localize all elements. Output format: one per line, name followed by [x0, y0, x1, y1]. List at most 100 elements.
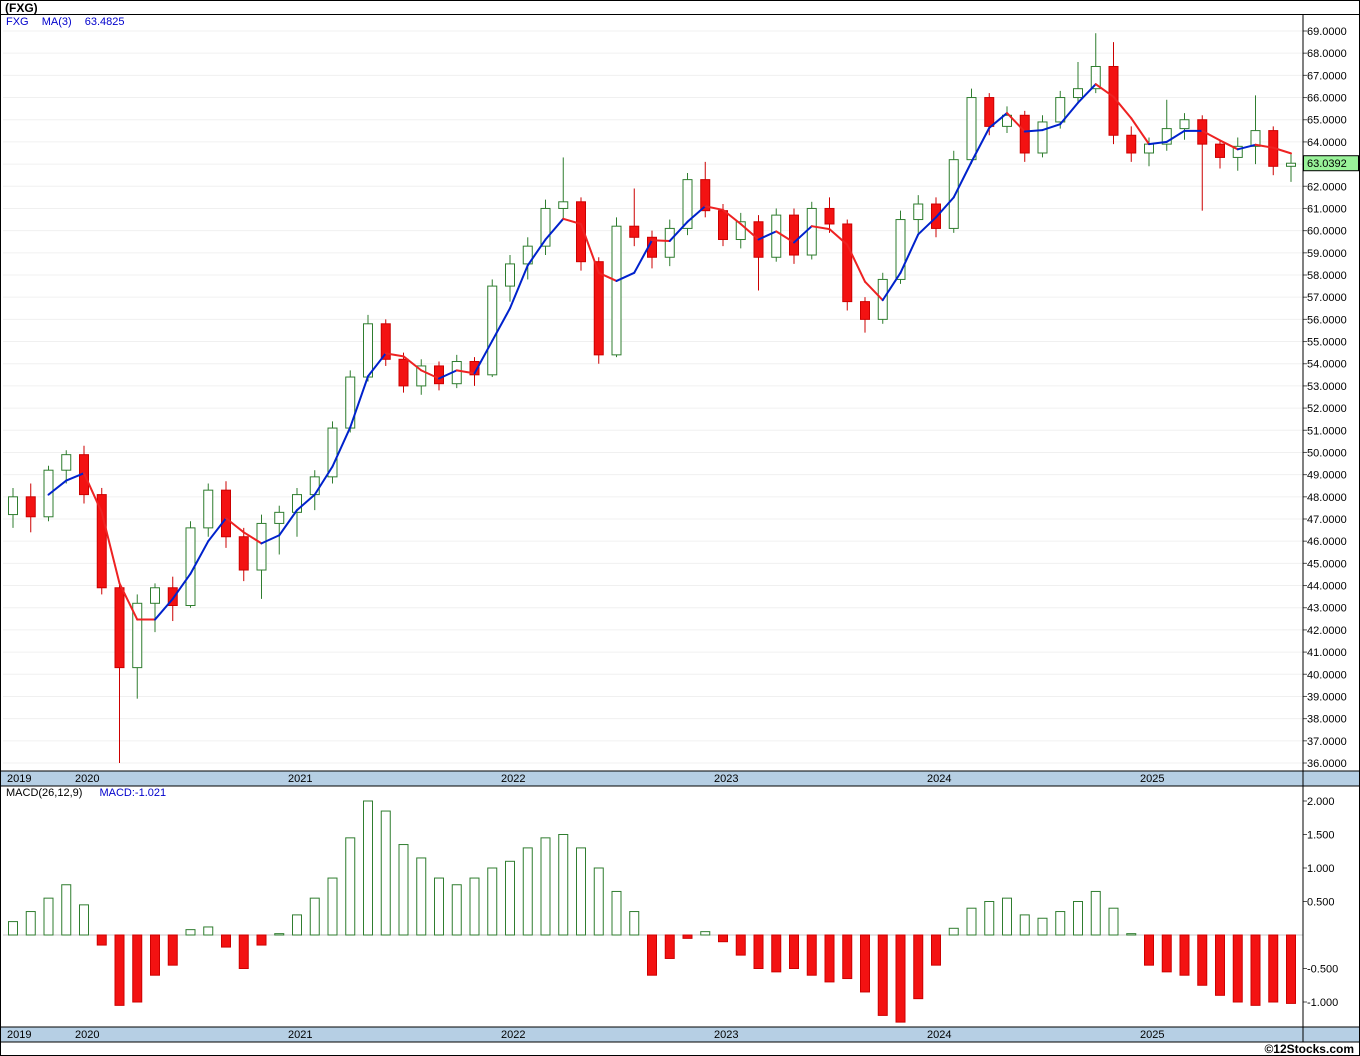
- year-label: 2019: [7, 1029, 31, 1041]
- macd-axis-labels: 2.000 1.500 1.000 0.500 -0.500 -1.000: [1303, 796, 1338, 1009]
- price-gridlines: [3, 30, 1303, 764]
- candle-body: [558, 201, 569, 209]
- svg-text:59.0000: 59.0000: [1307, 248, 1347, 260]
- macd-bar: [1108, 907, 1119, 936]
- macd-bar: [309, 897, 320, 936]
- candle-body: [1019, 114, 1030, 154]
- candle-body: [1037, 121, 1048, 154]
- macd-bar: [753, 934, 764, 969]
- macd-bar: [682, 934, 693, 939]
- macd-histogram: [8, 800, 1296, 1023]
- macd-bar: [43, 897, 54, 936]
- macd-bar: [363, 800, 373, 936]
- macd-bar: [984, 901, 995, 936]
- candle-body: [380, 323, 391, 360]
- candle-body: [416, 365, 427, 387]
- macd-bar: [948, 927, 959, 936]
- svg-text:41.0000: 41.0000: [1307, 647, 1347, 659]
- macd-bar: [860, 934, 870, 993]
- candle-body: [25, 496, 36, 518]
- macd-bar: [931, 934, 941, 966]
- macd-bar: [1215, 934, 1225, 996]
- macd-label: MACD(26,12,9): [6, 787, 83, 799]
- svg-text:58.0000: 58.0000: [1307, 270, 1347, 282]
- year-axis-strips: 2019 2020 2021 2022 2023 2024 2025 2019 2020 2021…: [1, 770, 1359, 1043]
- macd-bar: [1002, 897, 1012, 936]
- macd-bar: [700, 931, 711, 936]
- macd-bar: [913, 934, 924, 1000]
- svg-text:55.0000: 55.0000: [1307, 337, 1347, 349]
- svg-text:42.0000: 42.0000: [1307, 625, 1347, 637]
- candle-body: [203, 489, 214, 529]
- macd-bar: [185, 929, 196, 936]
- candlestick-series: [8, 33, 1296, 763]
- svg-text:69.0000: 69.0000: [1307, 26, 1347, 38]
- candle-body: [1002, 114, 1012, 127]
- candle-body: [842, 223, 853, 303]
- macd-bar: [1090, 890, 1101, 936]
- macd-bar: [238, 934, 249, 969]
- macd-bar: [771, 934, 782, 973]
- candle-body: [1126, 134, 1137, 154]
- candle-body: [398, 358, 409, 387]
- macd-bar: [150, 934, 160, 976]
- macd-bar: [806, 934, 817, 976]
- svg-text:44.0000: 44.0000: [1307, 581, 1347, 593]
- macd-bar: [718, 934, 728, 943]
- macd-bar: [345, 837, 356, 936]
- candle-body: [363, 323, 373, 378]
- year-label: 2020: [75, 1029, 99, 1041]
- macd-bar: [292, 914, 302, 936]
- macd-bar: [1144, 934, 1154, 966]
- macd-bar: [416, 857, 427, 936]
- svg-text:38.0000: 38.0000: [1307, 714, 1347, 726]
- macd-bar: [221, 934, 231, 948]
- candle-body: [469, 361, 480, 376]
- year-label: 2023: [714, 773, 738, 785]
- watermark-link[interactable]: ©12Stocks.com: [1264, 1042, 1354, 1056]
- svg-text:62.0000: 62.0000: [1307, 181, 1347, 193]
- macd-bar: [664, 934, 675, 959]
- macd-bar: [1250, 934, 1261, 1006]
- candle-body: [682, 179, 693, 229]
- candle-body: [664, 227, 675, 258]
- candle-body: [505, 263, 515, 287]
- candle-body: [1144, 143, 1154, 154]
- candle-body: [256, 522, 267, 571]
- macd-bar: [1073, 901, 1083, 936]
- macd-bar: [1232, 934, 1243, 1003]
- year-label: 2022: [501, 773, 525, 785]
- macd-bar: [327, 877, 338, 936]
- svg-text:57.0000: 57.0000: [1307, 292, 1347, 304]
- candle-body: [167, 587, 178, 607]
- macd-bar: [1286, 934, 1296, 1004]
- candle-body: [718, 210, 728, 241]
- macd-bar: [398, 844, 409, 936]
- price-legend: FXG MA(3) 63.4825: [6, 16, 134, 28]
- svg-text:64.0000: 64.0000: [1307, 137, 1347, 149]
- macd-bar: [824, 934, 835, 983]
- macd-bar: [274, 933, 285, 936]
- candle-body: [1232, 145, 1243, 158]
- year-label: 2025: [1140, 773, 1164, 785]
- macd-bar: [451, 884, 462, 936]
- macd-bar: [1019, 914, 1030, 936]
- candle-body: [274, 511, 285, 524]
- legend-ma-label: MA(3): [41, 16, 72, 28]
- macd-bar: [522, 847, 533, 936]
- svg-text:53.0000: 53.0000: [1307, 381, 1347, 393]
- svg-text:37.0000: 37.0000: [1307, 736, 1347, 748]
- svg-text:46.0000: 46.0000: [1307, 536, 1347, 548]
- candle-body: [487, 285, 498, 376]
- macd-bar: [256, 934, 267, 946]
- svg-text:-1.000: -1.000: [1307, 997, 1338, 1009]
- macd-bar: [611, 890, 622, 936]
- macd-bar: [593, 867, 604, 936]
- candle-body: [132, 602, 143, 669]
- candle-body: [789, 214, 799, 256]
- svg-text:0.500: 0.500: [1307, 897, 1335, 909]
- svg-text:1.000: 1.000: [1307, 863, 1335, 875]
- candle-body: [611, 225, 622, 356]
- svg-text:52.0000: 52.0000: [1307, 403, 1347, 415]
- candle-body: [114, 587, 125, 669]
